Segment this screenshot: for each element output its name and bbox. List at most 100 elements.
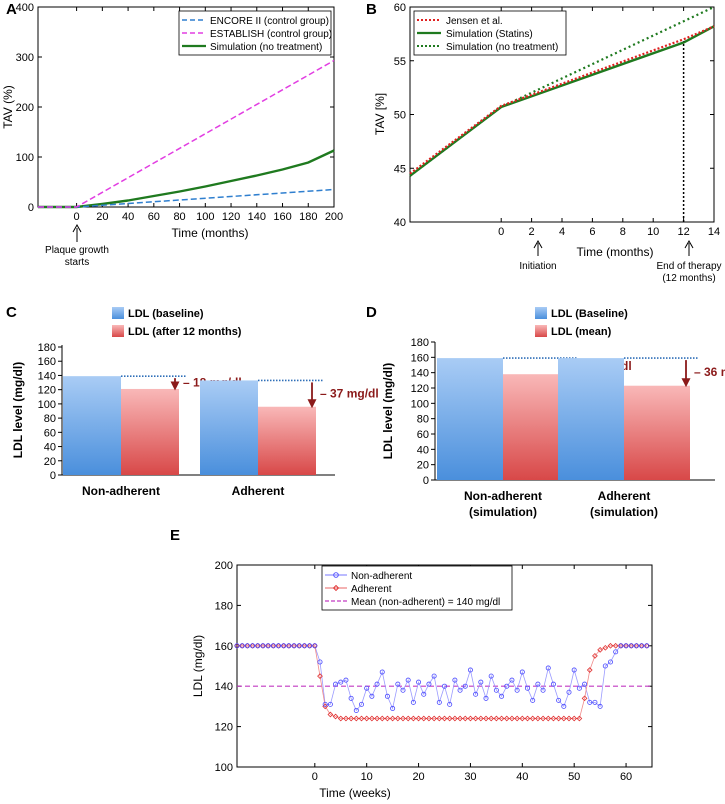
panel-e-nonadherent-point (239, 643, 245, 649)
panel-e-nonadherent-point (462, 683, 468, 689)
panel-e-nonadherent-point (473, 691, 479, 697)
panel-e-legend-box (321, 565, 513, 611)
panel-e-nonadherent-point (431, 673, 437, 679)
panel-d-category-label: Adherent (598, 489, 651, 503)
panel-e-nonadherent-point (281, 643, 287, 649)
panel-e-nonadherent-point (270, 643, 276, 649)
panel-b-end-label-line2: (12 months) (662, 273, 715, 284)
panel-e-nonadherent-point (369, 693, 375, 699)
panel-e-x-tick-label: 20 (412, 771, 424, 783)
panel-e-adherent-point (607, 642, 614, 649)
panel-letter-c: C (6, 304, 17, 321)
panel-b-x-tick-label: 10 (647, 226, 659, 238)
panel-e-legend-marker-adherent (332, 584, 340, 592)
panel-c-y-tick-label: 80 (44, 413, 56, 425)
panel-e-nonadherent-point (592, 699, 598, 705)
panel-e-adherent-point (467, 715, 474, 722)
panel-e-nonadherent-point (250, 643, 256, 649)
panel-a-x-label: Time (months) (172, 226, 249, 240)
panel-e-adherent-point (493, 715, 500, 722)
panel-e-nonadherent-point (582, 681, 588, 687)
panel-b-legend-statins: Simulation (Statins) (446, 29, 533, 40)
panel-c-y-label: LDL level (mg/dl) (11, 362, 25, 458)
panel-e-adherent-point (566, 715, 572, 722)
panel-e-nonadherent-point (234, 643, 240, 649)
panel-b-legend: Jensen et al. Simulation (Statins) Simul… (413, 10, 567, 56)
panel-e-nonadherent-point (307, 643, 313, 649)
panel-e-adherent-point (343, 715, 349, 722)
panel-e-adherent-point (535, 715, 541, 722)
panel-b-x-tick-label: 12 (677, 226, 689, 238)
panel-e-nonadherent-point (509, 677, 515, 683)
panel-b-legend-jensen: Jensen et al. (446, 16, 503, 27)
panel-a-x-tick-label: 60 (148, 211, 160, 223)
panel-a-annotation-line1: Plaque growth (45, 245, 109, 256)
panel-a-x-tick-label: 200 (325, 211, 343, 223)
panel-e-y-tick-label: 160 (215, 641, 233, 653)
panel-e-adherent-point (363, 715, 370, 722)
panel-a-legend-encore: ENCORE II (control group) (210, 16, 329, 27)
panel-b-end-label-line1: End of therapy (656, 261, 721, 272)
panel-e-nonadherent-point (571, 667, 577, 673)
panel-d-y-ticks: 0 20 40 60 80 100 120 140 160 180 (411, 337, 435, 487)
panel-e-x-tick-label: 60 (620, 771, 632, 783)
panel-c-y-tick-label: 20 (44, 456, 56, 468)
panel-e-nonadherent-point (488, 673, 494, 679)
panel-e-y-tick-label: 200 (215, 560, 233, 572)
panel-e-nonadherent-point (623, 643, 629, 649)
panel-b-chart: 40 45 50 55 60 0 2 4 6 8 10 12 14 TAV [%] Time (mon… (373, 2, 722, 284)
panel-e-adherent-point (472, 715, 479, 722)
panel-b-end-arrowhead (684, 239, 694, 249)
panel-e-nonadherent-point (493, 687, 499, 693)
panel-d-y-tick-label: 160 (411, 352, 429, 364)
panel-e-adherent-point (519, 715, 526, 722)
panel-c-bar-baseline (200, 380, 258, 475)
panel-e-adherent-point (550, 715, 557, 722)
panel-d-y-tick-label: 120 (411, 383, 429, 395)
panel-e-nonadherent-point (602, 663, 608, 669)
panel-e-adherent-point (327, 711, 334, 718)
panel-a-x-tick-label: 80 (173, 211, 185, 223)
panel-e-adherent-point (509, 715, 515, 722)
panel-e-nonadherent-point (550, 681, 556, 687)
panel-e-x-tick-label: 40 (516, 771, 528, 783)
panel-c-chart: LDL (baseline) LDL (after 12 months) 0 20… (11, 307, 379, 498)
panel-e-adherent-point (410, 715, 417, 722)
panel-e-adherent-point (602, 644, 609, 651)
panel-e-plot-frame (236, 564, 653, 768)
panel-d-y-tick-label: 0 (423, 475, 429, 487)
panel-d-bar-baseline (437, 358, 503, 480)
panel-d-category-label: (simulation) (469, 505, 537, 519)
panel-c-legend-after: LDL (after 12 months) (128, 326, 242, 338)
panel-e-adherent-point (462, 715, 469, 722)
panel-d-y-tick-label: 140 (411, 368, 429, 380)
panel-e-nonadherent-point (644, 643, 650, 649)
panel-letter-e: E (170, 527, 180, 544)
panel-d-bar-baseline (558, 358, 624, 480)
panel-b-y-ticks: 40 45 50 55 60 (394, 2, 714, 229)
panel-e-adherent-point (498, 715, 505, 722)
panel-c-difference-label: – 37 mg/dl (320, 387, 379, 401)
panel-e-nonadherent-point (525, 685, 531, 691)
panel-e-x-ticks: 0 10 20 30 40 50 60 (312, 565, 632, 783)
panel-e-nonadherent-point (421, 691, 427, 697)
panel-b-y-label: TAV [%] (373, 93, 387, 135)
panel-c-bar-after (258, 406, 316, 475)
panel-e-adherent-point (581, 695, 588, 702)
panel-e-adherent-point (415, 715, 422, 722)
panel-d-y-tick-label: 20 (417, 460, 429, 472)
panel-c-y-ticks: 0 20 40 60 80 100 120 140 160 180 (38, 342, 62, 482)
panel-d-difference-label: – 36 mg/dl (694, 365, 725, 379)
panel-b-y-tick-label: 60 (394, 2, 406, 14)
panel-e-adherent-point (400, 715, 406, 722)
panel-a-y-tick-label: 300 (16, 52, 34, 64)
panel-a-x-tick-label: 20 (96, 211, 108, 223)
panel-c-legend-swatch-baseline (112, 307, 124, 319)
panel-d-y-tick-label: 100 (411, 398, 429, 410)
panel-e-adherent-point (452, 715, 458, 722)
panel-e-adherent-point (369, 715, 375, 722)
panel-c-legend-baseline: LDL (baseline) (128, 308, 204, 320)
panel-e-nonadherent-point (364, 685, 370, 691)
